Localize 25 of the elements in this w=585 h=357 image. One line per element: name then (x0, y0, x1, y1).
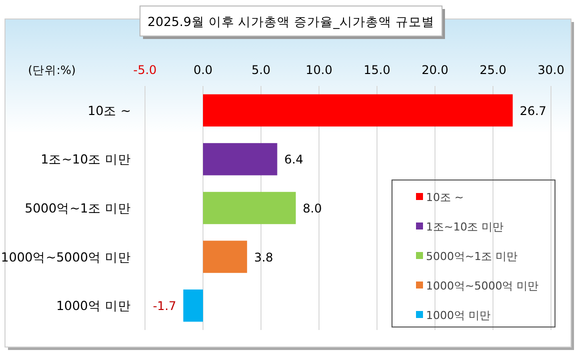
y-tick-label: 1000억~5000억 미만 (0, 249, 131, 264)
y-tick-label: 5000억~1조 미만 (24, 200, 131, 216)
data-label: 26.7 (520, 104, 546, 118)
legend-label: 10조 ~ (426, 191, 464, 204)
y-tick-label: 1조~10조 미만 (40, 152, 131, 167)
legend-label: 5000억~1조 미만 (426, 250, 518, 263)
x-tick-label: 15.0 (364, 63, 390, 77)
x-tick-label: 25.0 (480, 63, 506, 77)
x-tick-label: 10.0 (306, 63, 332, 77)
legend-label: 1조~10조 미만 (426, 220, 504, 234)
x-tick-label: 20.0 (422, 63, 448, 77)
data-label: 6.4 (284, 152, 304, 167)
data-label: -1.7 (152, 299, 176, 314)
y-tick-label: 10조 ~ (88, 102, 131, 118)
legend-label: 1000억 미만 (426, 309, 490, 322)
y-tick-label: 1000억 미만 (56, 298, 131, 314)
legend-label: 1000억~5000억 미만 (426, 280, 539, 292)
text: (단위:%) (28, 63, 76, 77)
data-label: 8.0 (302, 202, 322, 216)
x-tick-label: 5.0 (251, 63, 271, 77)
data-label: 3.8 (254, 250, 274, 264)
x-tick-label: -5.0 (133, 63, 157, 77)
chart-title: 2025.9월 이후 시가총액 증가율_시가총액 규모별 (148, 14, 434, 29)
x-tick-label: 30.0 (538, 63, 564, 77)
x-tick-label: 0.0 (193, 63, 213, 77)
